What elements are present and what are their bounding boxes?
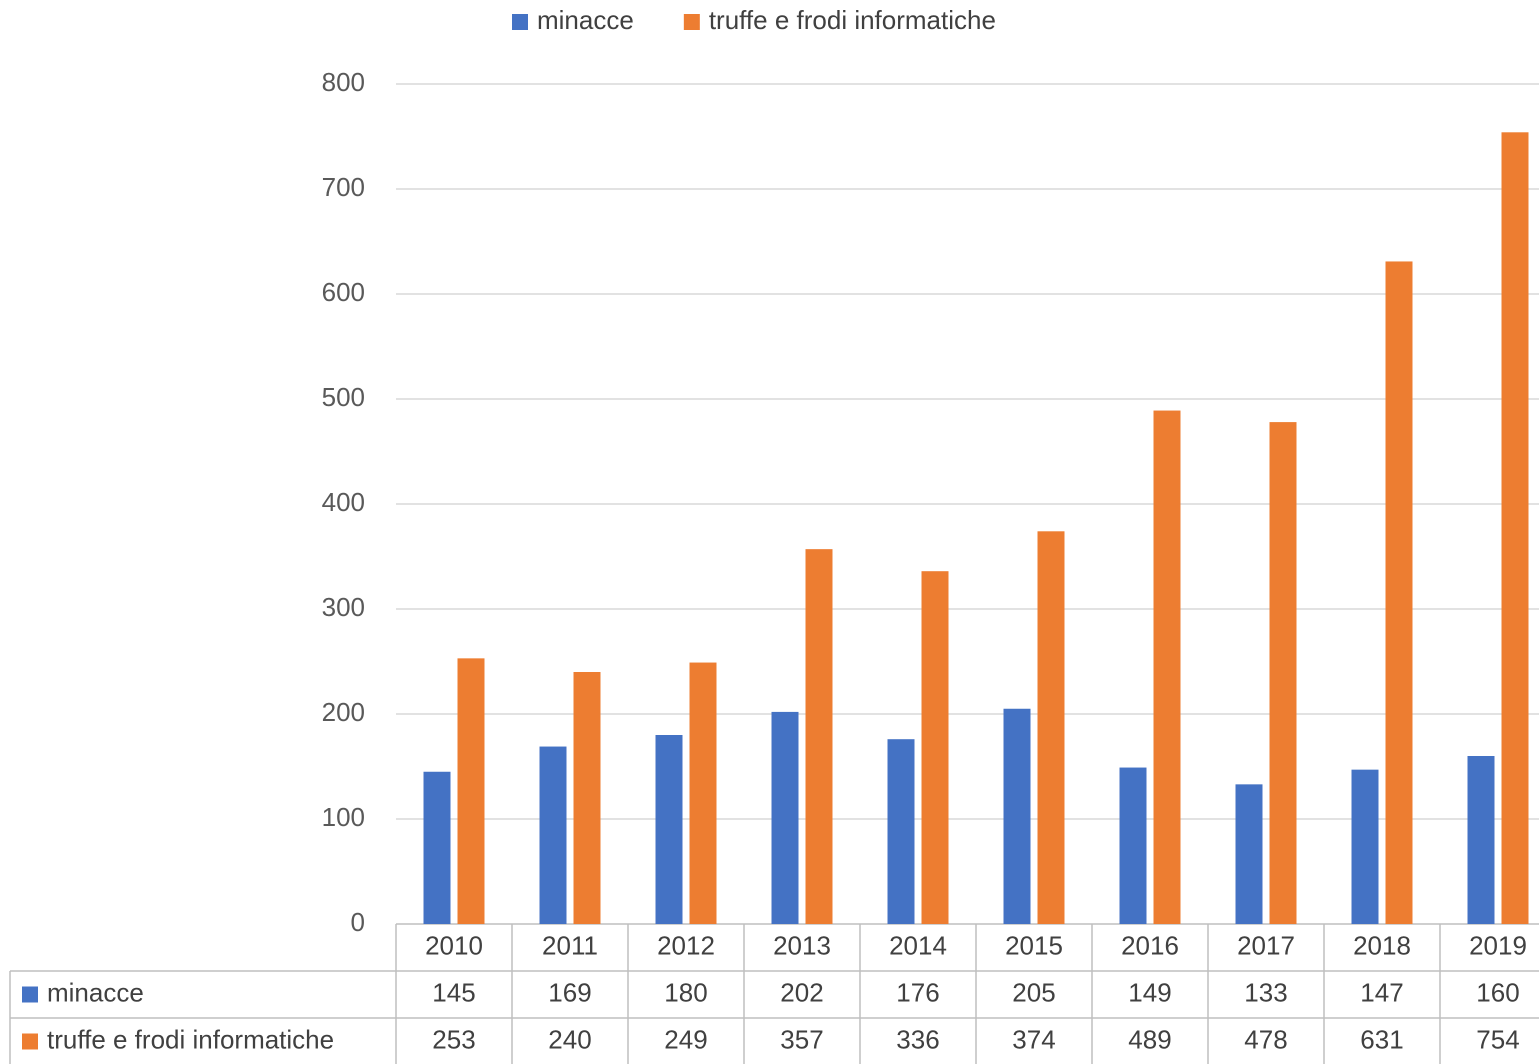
- bar: [1385, 261, 1413, 924]
- legend-label: minacce: [537, 5, 634, 35]
- y-tick-label: 500: [322, 382, 365, 412]
- table-swatch: [22, 986, 38, 1003]
- table-value: 133: [1244, 977, 1287, 1007]
- x-tick-label: 2017: [1237, 930, 1295, 960]
- bar: [887, 739, 915, 924]
- table-value: 374: [1012, 1024, 1055, 1054]
- legend-label: truffe e frodi informatiche: [709, 5, 996, 35]
- x-tick-label: 2011: [542, 930, 598, 960]
- bar: [1467, 756, 1495, 924]
- table-value: 149: [1128, 977, 1171, 1007]
- table-value: 478: [1244, 1024, 1287, 1054]
- x-tick-label: 2016: [1121, 930, 1179, 960]
- bar: [1119, 767, 1147, 924]
- table-swatch: [22, 1033, 38, 1050]
- x-tick-label: 2013: [773, 930, 831, 960]
- table-value: 253: [432, 1024, 475, 1054]
- table-value: 631: [1360, 1024, 1403, 1054]
- bar: [1351, 769, 1379, 924]
- table-value: 202: [780, 977, 823, 1007]
- y-tick-label: 600: [322, 277, 365, 307]
- x-tick-label: 2015: [1005, 930, 1063, 960]
- bar: [689, 662, 717, 924]
- bar: [1501, 132, 1529, 925]
- y-tick-label: 400: [322, 487, 365, 517]
- y-tick-label: 700: [322, 172, 365, 202]
- table-value: 205: [1012, 977, 1055, 1007]
- table-series-name: minacce: [47, 977, 144, 1007]
- legend-swatch: [683, 14, 700, 30]
- table-value: 357: [780, 1024, 823, 1054]
- bar: [457, 658, 485, 924]
- table-value: 489: [1128, 1024, 1171, 1054]
- table-value: 240: [548, 1024, 591, 1054]
- table-value: 147: [1360, 977, 1403, 1007]
- bar: [921, 571, 949, 924]
- bar: [423, 771, 451, 924]
- table-value: 160: [1476, 977, 1519, 1007]
- table-value: 249: [664, 1024, 707, 1054]
- y-tick-label: 100: [322, 802, 365, 832]
- bar: [771, 711, 799, 924]
- x-tick-label: 2019: [1469, 930, 1527, 960]
- x-tick-label: 2014: [889, 930, 947, 960]
- bar: [1003, 708, 1031, 924]
- bar: [1037, 531, 1065, 924]
- table-value: 336: [896, 1024, 939, 1054]
- bar: [805, 549, 833, 924]
- legend-swatch: [512, 14, 528, 30]
- y-tick-label: 300: [322, 592, 365, 622]
- table-value: 145: [432, 977, 475, 1007]
- x-tick-label: 2010: [425, 930, 483, 960]
- y-tick-label: 800: [322, 67, 365, 97]
- table-value: 176: [896, 977, 939, 1007]
- y-tick-label: 0: [351, 907, 365, 937]
- table-series-name: truffe e frodi informatiche: [47, 1024, 334, 1054]
- table-value: 754: [1476, 1024, 1519, 1054]
- bar: [573, 672, 601, 924]
- bar: [1153, 410, 1181, 924]
- bar: [1235, 784, 1263, 924]
- y-tick-label: 200: [322, 697, 365, 727]
- bar: [655, 735, 683, 924]
- x-tick-label: 2012: [657, 930, 715, 960]
- table-value: 169: [548, 977, 591, 1007]
- x-tick-label: 2018: [1353, 930, 1411, 960]
- bar: [1269, 422, 1297, 924]
- bar: [539, 746, 567, 924]
- table-value: 180: [664, 977, 707, 1007]
